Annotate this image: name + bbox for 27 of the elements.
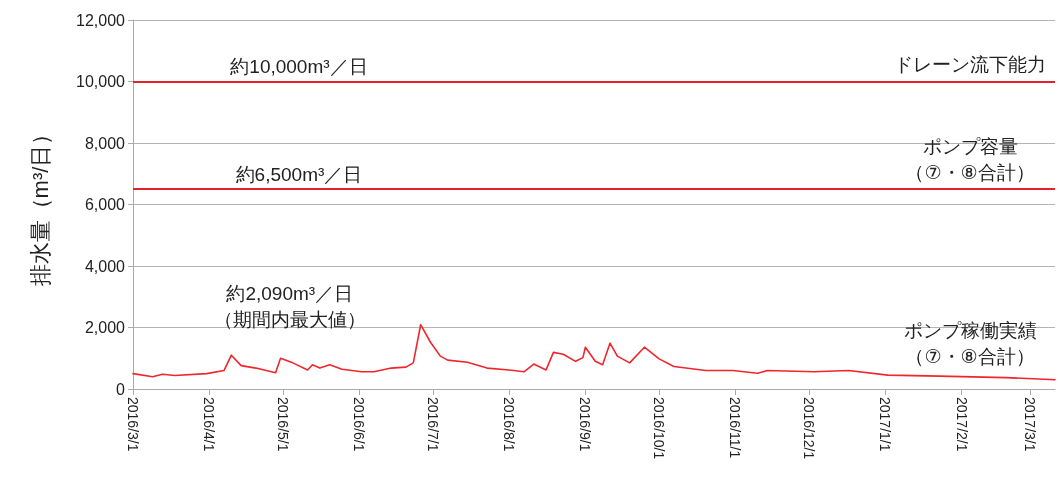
ref-line-label: ドレーン流下能力 (894, 54, 1046, 75)
annotation: 約10,000m³／日 (230, 56, 368, 77)
x-tick-label: 2017/1/1 (877, 397, 894, 452)
y-tick-label: 8,000 (84, 134, 126, 152)
annotation: 約6,500m³／日 (235, 163, 363, 185)
y-tick-label: 2,000 (84, 319, 126, 336)
y-tick-label: 4,000 (84, 257, 126, 275)
x-tick-label: 2016/9/1 (577, 397, 594, 452)
x-tick-label: 2016/4/1 (201, 397, 218, 452)
x-tick-label: 2016/10/1 (651, 397, 668, 460)
x-tick-label: 2016/3/1 (125, 397, 141, 452)
series-label: ポンプ稼働実績（⑦・⑧合計） (903, 320, 1037, 368)
x-tick-label: 2016/12/1 (801, 397, 818, 460)
x-tick-label: 2016/5/1 (274, 397, 291, 452)
y-tick-label: 10,000 (76, 73, 126, 90)
x-tick-label: 2016/11/1 (727, 397, 744, 459)
annotation: 約2,090m³／日（期間内最大値） (213, 283, 366, 331)
x-tick-label: 2016/6/1 (351, 397, 368, 452)
ref-line-label: ポンプ容量（⑦・⑧合計） (905, 135, 1035, 183)
x-tick-label: 2017/3/1 (1022, 397, 1039, 452)
y-tick-label: 0 (116, 380, 126, 398)
x-tick-label: 2017/2/1 (953, 397, 970, 452)
x-tick-label: 2016/7/1 (424, 397, 441, 452)
x-tick-label: 2016/8/1 (501, 397, 518, 452)
y-tick-label: 12,000 (76, 11, 126, 29)
y-axis-title: 排水量（m³/日） (27, 122, 53, 287)
y-tick-label: 6,000 (84, 196, 126, 213)
